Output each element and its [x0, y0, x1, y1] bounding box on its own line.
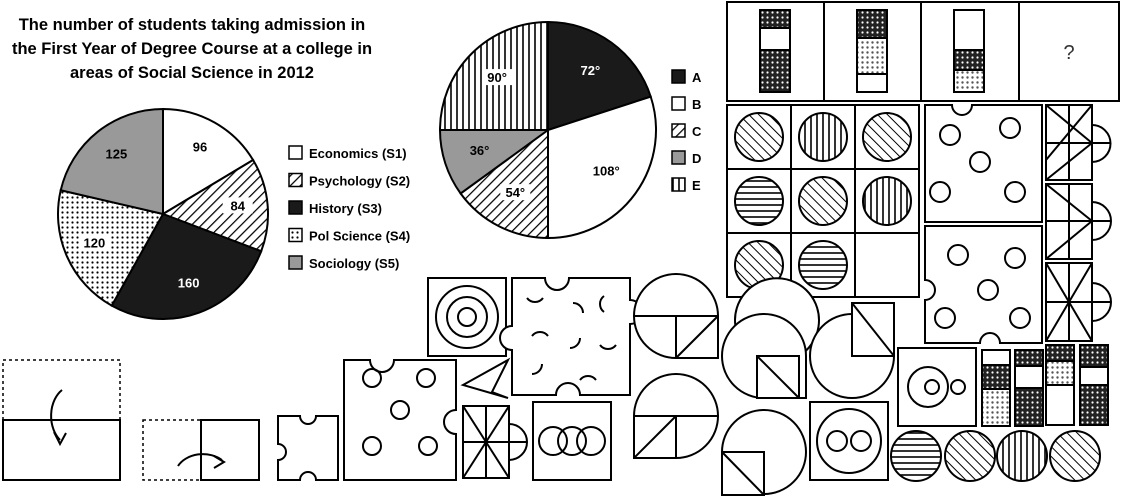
legend-swatch [672, 178, 685, 191]
sequence-figure-3 [954, 10, 984, 92]
answer-circles [891, 431, 1100, 481]
paper-fold-figure-2 [143, 420, 259, 480]
answer-circle-horizontal [891, 431, 941, 481]
two-circles-in-circle-figure [810, 402, 888, 480]
pie-chart-degrees: 72° 108° 54° 36° 90° [440, 22, 656, 238]
paper-fold-figure-1 [3, 360, 120, 480]
jigsaw-arcs-tile [500, 278, 642, 395]
answer-circle-diagonal [945, 431, 995, 481]
chart1-title-line-2: the First Year of Degree Course at a col… [12, 40, 372, 58]
legend-swatch [289, 229, 302, 242]
legend-label: Sociology (S5) [309, 256, 399, 271]
legend-swatch [672, 151, 685, 164]
nested-circles-figure [898, 348, 976, 426]
circle-square-figure-5 [722, 410, 806, 495]
bar-option-3 [1046, 345, 1074, 425]
concentric-circles-figure [428, 278, 506, 356]
legend-label: E [692, 178, 701, 193]
legend-label: C [692, 124, 702, 139]
matrix-circle-diagonal [799, 177, 847, 225]
legend-swatch [289, 146, 302, 159]
jigsaw-tile-top [925, 105, 1042, 222]
chart1-title-line-3: areas of Social Science in 2012 [70, 64, 314, 82]
answer-circle-vertical [997, 431, 1047, 481]
pie-chart-students: 96 84 160 120 125 [58, 109, 268, 319]
pie-value-label: 90° [487, 70, 507, 85]
legend-swatch [672, 70, 685, 83]
legend-label: Psychology (S2) [309, 174, 410, 189]
pie-value-label: 120 [84, 235, 106, 250]
legend-label: A [692, 70, 702, 85]
line-star-figure-2 [1046, 184, 1111, 259]
answer-circle-diagonal [1050, 431, 1100, 481]
circle-square-figure-4 [810, 303, 894, 398]
pie-value-label: 84 [230, 198, 245, 213]
matrix-circle-vertical [863, 177, 911, 225]
sequence-figure-1 [760, 10, 790, 92]
legend-label: D [692, 151, 701, 166]
matrix-circle-horizontal [799, 241, 847, 289]
line-star-figure-small [463, 406, 527, 478]
legend-swatch [289, 174, 302, 187]
bar-option-4 [1080, 345, 1108, 425]
jigsaw-tile-bottom [925, 226, 1042, 343]
pie-value-label: 125 [105, 146, 127, 161]
circle-square-figure-1 [634, 274, 718, 358]
circle-square-figure-2 [634, 374, 718, 458]
missing-figure-mark: ? [1063, 42, 1074, 64]
matrix-circle-horizontal [735, 177, 783, 225]
jigsaw-piece-circles [344, 360, 456, 480]
jigsaw-piece-small [278, 416, 338, 480]
line-star-figure-3 [1046, 263, 1111, 341]
pie-value-label: 72° [580, 63, 600, 78]
line-star-figure-1 [1046, 105, 1111, 180]
pie-value-label: 36° [470, 143, 490, 158]
chart1-title: The number of students taking admission … [12, 16, 372, 82]
bar-option-2 [1015, 350, 1043, 426]
matrix-circle-diagonal [735, 113, 783, 161]
arrow-shape [463, 360, 508, 398]
legend-swatch [289, 256, 302, 269]
legend-label: Economics (S1) [309, 146, 407, 161]
legend-swatch [672, 97, 685, 110]
bar-sequence-puzzle: ? [727, 2, 1119, 101]
legend-swatch [289, 201, 302, 214]
pie-value-label: 108° [593, 163, 620, 178]
matrix-circle-vertical [799, 113, 847, 161]
legend-swatch [672, 124, 685, 137]
pie-value-label: 160 [178, 275, 200, 290]
legend-label: History (S3) [309, 201, 382, 216]
bar-option-1 [982, 350, 1010, 426]
hatched-circle-matrix [727, 105, 919, 297]
chart1-title-line-1: The number of students taking admission … [19, 16, 366, 34]
pie-value-label: 54° [505, 185, 525, 200]
legend-label: B [692, 97, 701, 112]
pie-value-label: 96 [193, 140, 207, 155]
overlapping-circles-figure [533, 402, 611, 480]
legend-label: Pol Science (S4) [309, 229, 410, 244]
pie-chart-students-legend: Economics (S1) Psychology (S2) History (S3… [289, 146, 410, 271]
matrix-circle-diagonal [863, 113, 911, 161]
sequence-figure-2 [857, 10, 887, 92]
